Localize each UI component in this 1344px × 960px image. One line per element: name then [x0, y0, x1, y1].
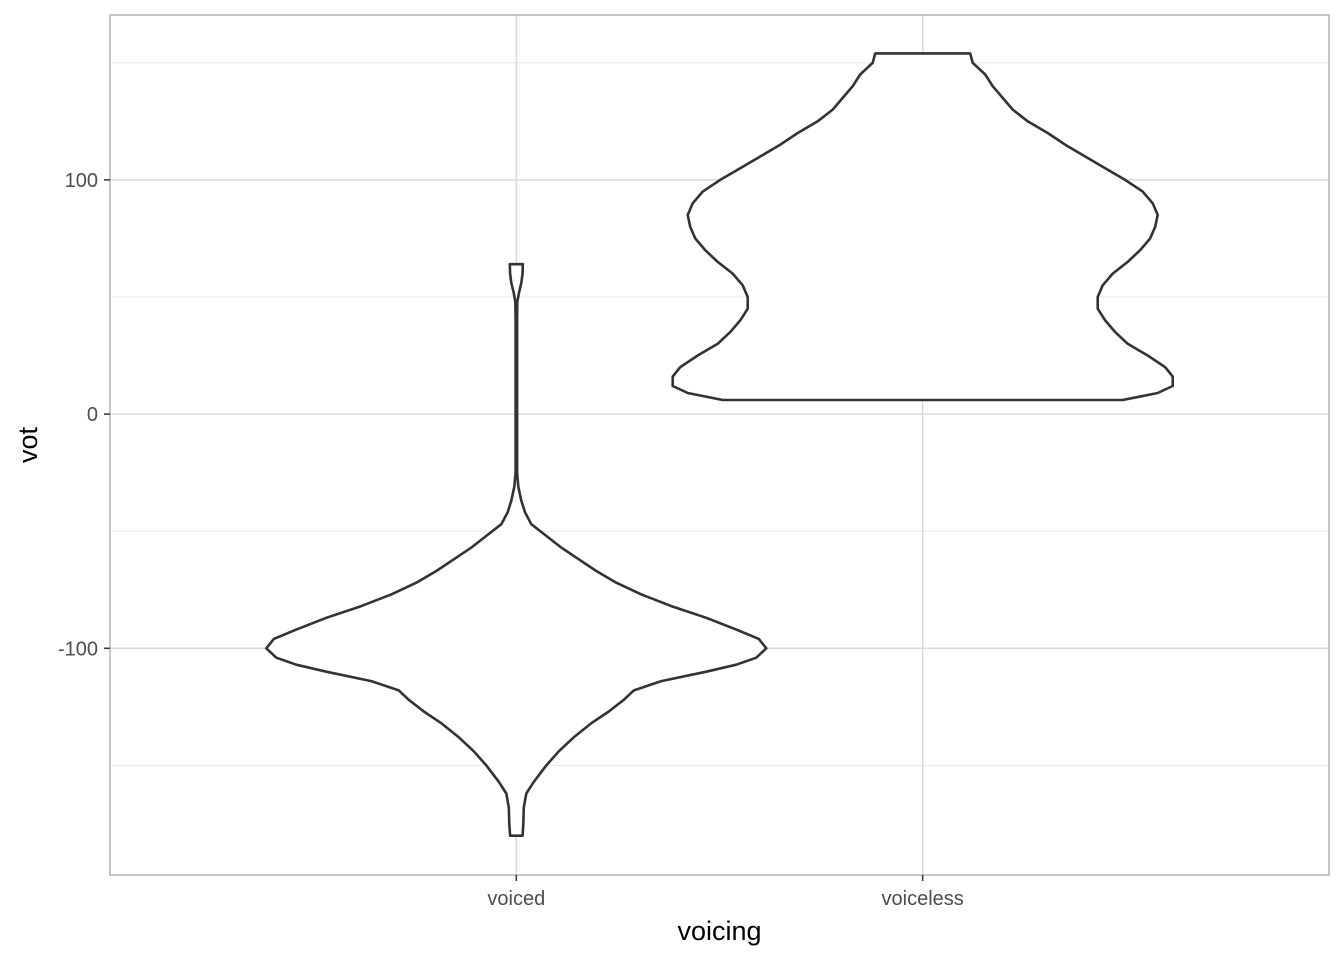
y-axis-title: vot: [13, 426, 43, 463]
x-axis-title: voicing: [677, 916, 761, 946]
violin-voiced: [265, 262, 768, 837]
violin-voiceless: [671, 52, 1174, 402]
y-tick-label: 0: [87, 404, 98, 426]
y-axis-ticks: -100 0 100: [58, 170, 110, 660]
grid-minor-lines: [110, 62, 1329, 766]
grid-major-lines: [110, 15, 1329, 875]
y-tick-label: 100: [65, 170, 98, 192]
panel-border: [109, 14, 1330, 876]
x-tick-label-voiceless: voiceless: [882, 888, 964, 910]
y-tick-label: -100: [58, 638, 98, 660]
x-tick-label-voiced: voiced: [487, 888, 545, 910]
violins: [265, 52, 1174, 837]
x-axis-ticks: voiced voiceless: [487, 875, 964, 910]
